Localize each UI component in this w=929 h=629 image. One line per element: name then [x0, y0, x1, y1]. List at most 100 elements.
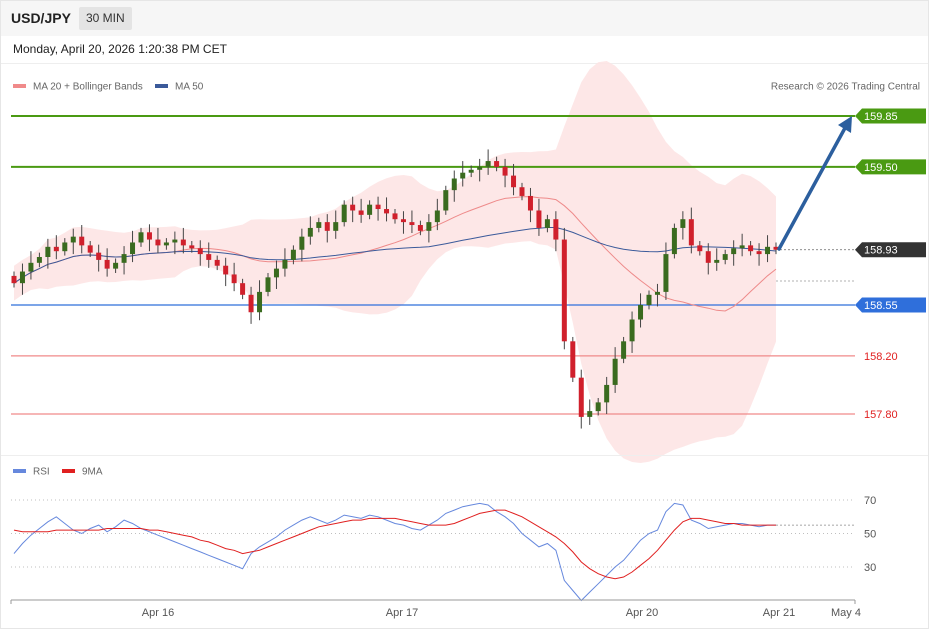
header-bar	[1, 1, 928, 36]
candle-body	[299, 236, 305, 250]
candle-body	[578, 377, 584, 417]
candle-body	[316, 222, 322, 228]
rsi-tick-label: 70	[864, 495, 876, 507]
candle-body	[434, 210, 440, 223]
level-tag-resistance	[855, 159, 926, 175]
candle-body	[553, 219, 559, 240]
candle-body	[688, 219, 694, 246]
credit-label: Research © 2026 Trading Central	[771, 82, 920, 93]
candle-body	[697, 245, 703, 252]
candle-body	[130, 242, 136, 255]
candle-body	[282, 259, 288, 269]
candle-body	[621, 341, 627, 359]
candle-body	[756, 251, 762, 255]
candle-body	[654, 291, 660, 295]
candle-body	[384, 209, 390, 214]
rsi-legend-swatch	[13, 469, 26, 473]
level-label-support: 157.80	[864, 409, 898, 421]
candle-body	[197, 248, 203, 255]
forecast-arrow-head	[838, 116, 852, 133]
candle-body	[96, 252, 102, 260]
candle-body	[663, 254, 669, 292]
level-tag-pivot	[855, 297, 926, 313]
candle-body	[671, 227, 677, 255]
candle-body	[375, 204, 381, 210]
candle-body	[451, 178, 457, 191]
candle-body	[11, 275, 17, 284]
level-label-resistance: 159.50	[864, 162, 898, 174]
candle-body	[646, 294, 652, 305]
level-tag-last	[855, 242, 926, 258]
candle-body	[485, 161, 491, 167]
ma20-legend-swatch	[13, 84, 26, 88]
candle-body	[714, 259, 720, 263]
rsi-tick-label: 30	[864, 562, 876, 574]
candle-body	[172, 239, 178, 243]
candle-body	[443, 190, 449, 211]
candle-body	[307, 227, 313, 237]
x-tick-label: Apr 17	[386, 607, 418, 619]
candle-body	[189, 245, 195, 249]
level-label-last: 158.93	[864, 245, 898, 257]
candle-body	[155, 239, 161, 246]
candle-body	[350, 204, 356, 211]
x-tick-label: Apr 20	[626, 607, 658, 619]
candle-body	[731, 248, 737, 255]
candle-body	[392, 213, 398, 220]
candle-body	[460, 172, 466, 179]
candle-body	[214, 259, 220, 266]
candle-body	[409, 222, 415, 226]
candle-body	[104, 259, 110, 269]
x-tick-label: Apr 21	[763, 607, 795, 619]
rsi-ma-legend-swatch	[62, 469, 75, 473]
rsi-ma-line	[13, 509, 776, 580]
timeframe-badge[interactable]: 30 MIN	[79, 7, 132, 30]
candle-body	[638, 304, 644, 320]
ma50-line	[13, 227, 777, 284]
level-label-resistance: 159.85	[864, 111, 898, 123]
candle-body	[62, 242, 68, 252]
candle-body	[739, 245, 745, 249]
candle-body	[680, 219, 686, 228]
candle-body	[87, 245, 93, 253]
candle-body	[502, 166, 508, 176]
candle-body	[36, 257, 42, 263]
forecast-arrow	[777, 126, 847, 251]
candle-body	[468, 169, 474, 173]
rsi-ma-legend-label: 9MA	[82, 467, 103, 478]
x-tick-label: Apr 16	[142, 607, 174, 619]
symbol-label: USD/JPY	[11, 10, 71, 26]
candle-body	[45, 246, 51, 258]
candle-body	[273, 268, 279, 278]
candle-body	[426, 222, 432, 231]
candle-body	[223, 265, 229, 275]
candle-body	[511, 175, 517, 188]
candle-body	[595, 402, 601, 412]
candle-body	[400, 219, 406, 223]
candle-body	[587, 411, 593, 417]
candle-body	[231, 274, 237, 284]
ma50-legend-label: MA 50	[175, 82, 204, 93]
candle-body	[367, 204, 373, 215]
candle-body	[561, 239, 567, 342]
candle-body	[333, 222, 339, 231]
candle-body	[257, 291, 263, 313]
candle-body	[570, 341, 576, 378]
datetime-label: Monday, April 20, 2026 1:20:38 PM CET	[13, 42, 227, 56]
candle-body	[417, 225, 423, 231]
level-tag-resistance	[855, 108, 926, 124]
level-label-pivot: 158.55	[864, 300, 898, 312]
candle-body	[28, 262, 34, 272]
candle-body	[163, 242, 169, 246]
candle-body	[53, 246, 59, 252]
candle-body	[536, 210, 542, 228]
candle-body	[70, 236, 76, 243]
candle-body	[519, 187, 525, 196]
date-bar	[1, 36, 928, 64]
rsi-legend-label: RSI	[33, 467, 50, 478]
candle-body	[629, 319, 635, 342]
candle-body	[121, 254, 127, 263]
candle-body	[248, 294, 254, 313]
candle-body	[544, 219, 550, 228]
